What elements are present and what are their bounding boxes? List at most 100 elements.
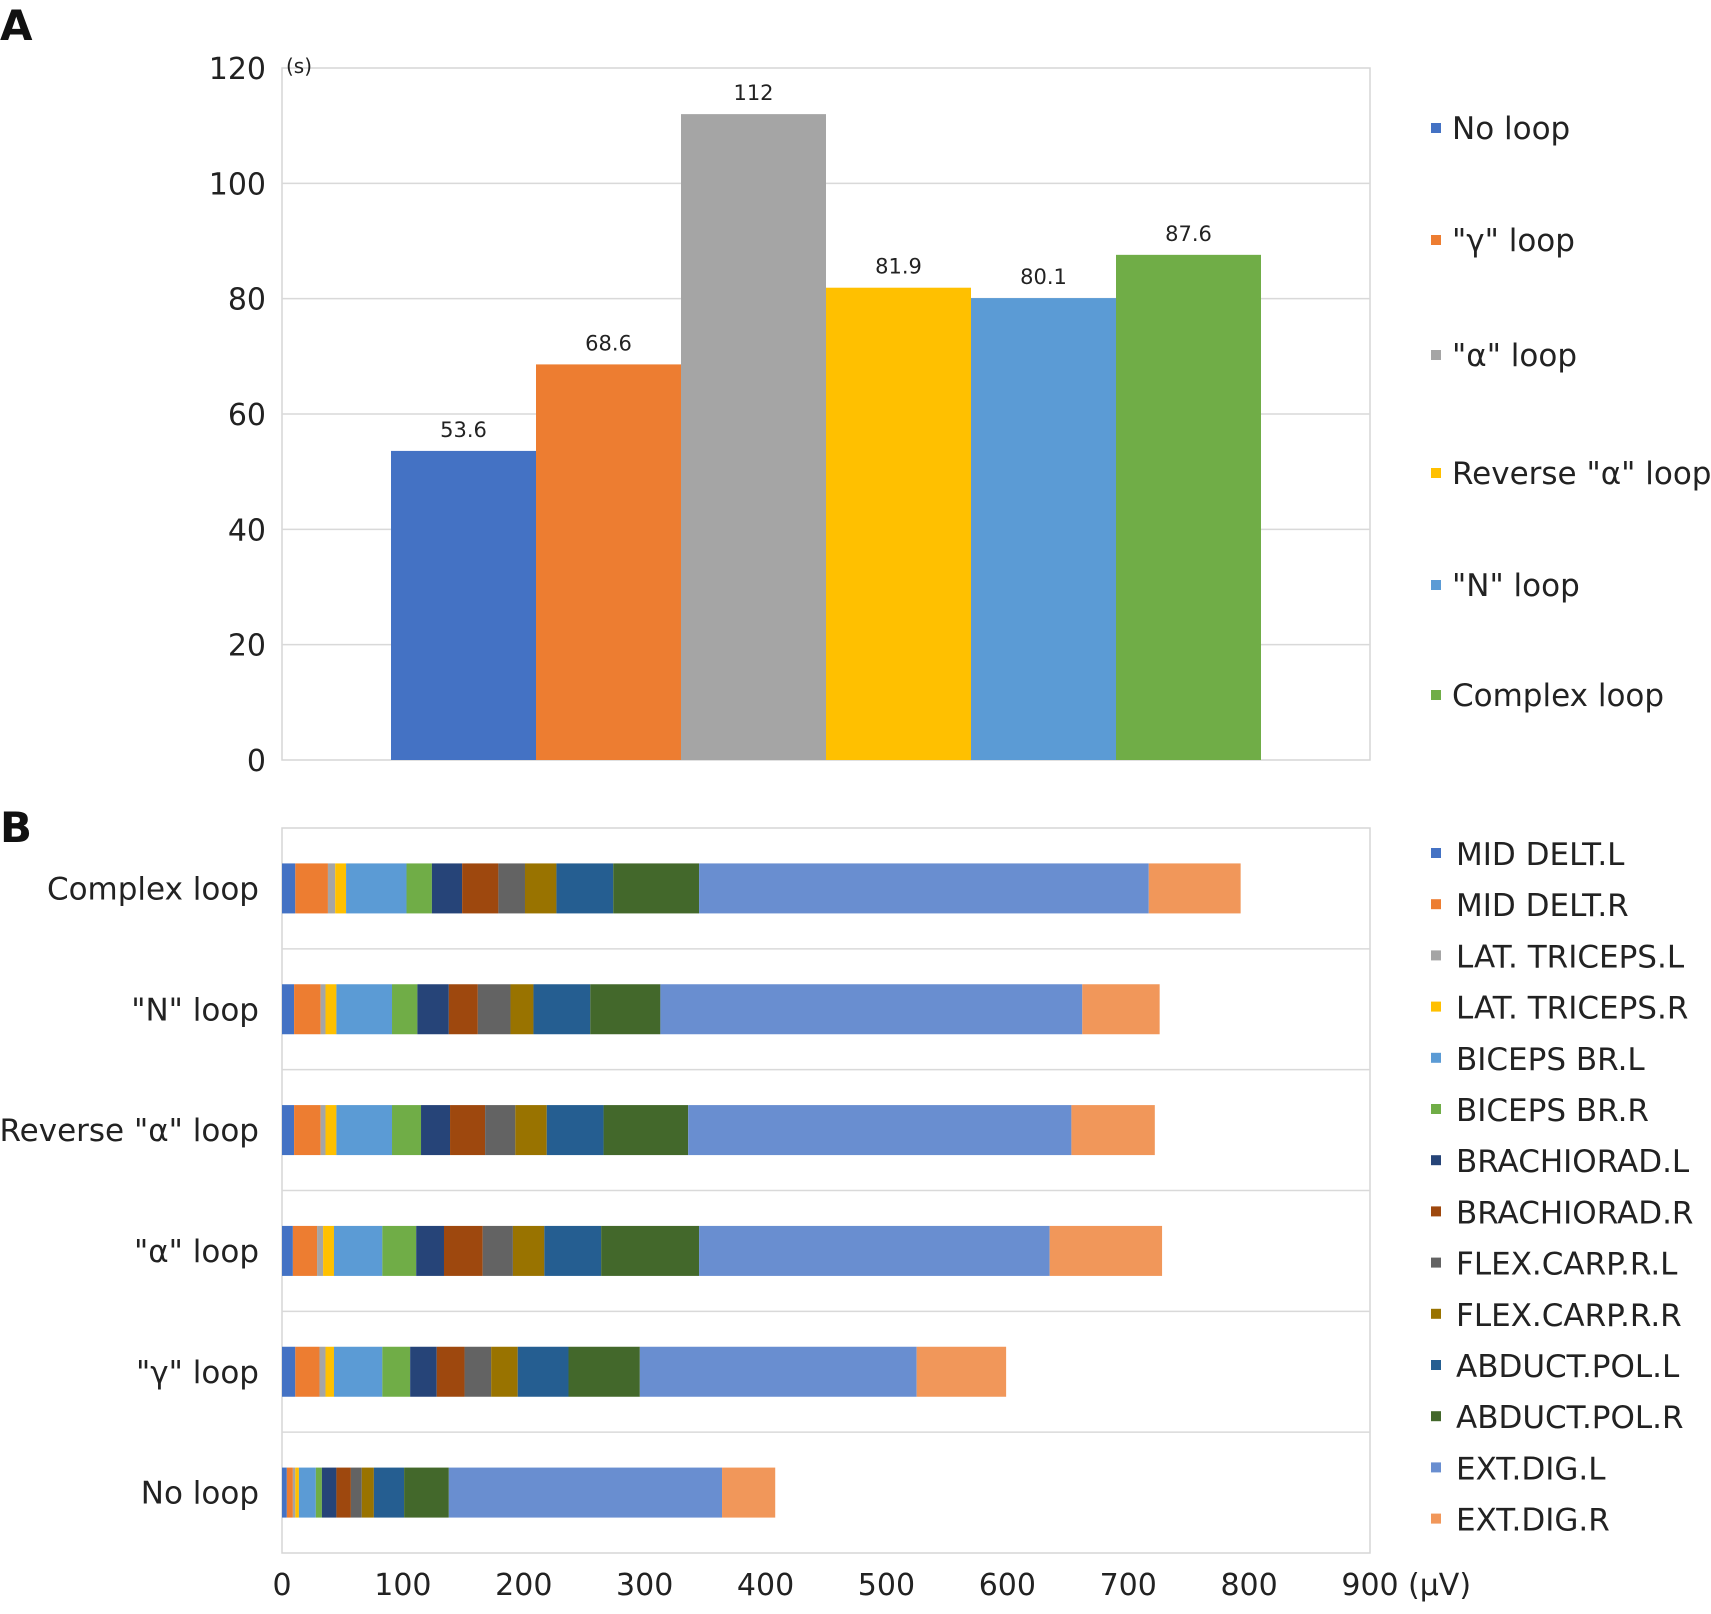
chart-b-legend-swatch xyxy=(1431,899,1441,910)
chart-b-bar-segment xyxy=(639,1346,917,1397)
chart-b-legend-label: BRACHIORAD.L xyxy=(1456,1144,1690,1180)
chart-b-bar-segment xyxy=(327,863,336,914)
chart-a-y-tick: 40 xyxy=(228,513,266,548)
chart-b-bar-segment xyxy=(294,984,321,1035)
chart-b-bar-segment xyxy=(325,984,337,1035)
chart-b-bar-segment xyxy=(416,1225,444,1276)
chart-b-bar-segment xyxy=(546,1105,604,1156)
chart-b-legend-label: EXT.DIG.R xyxy=(1456,1503,1610,1539)
chart-b-legend-label: LAT. TRICEPS.R xyxy=(1456,991,1688,1027)
chart-b-legend-swatch xyxy=(1431,848,1441,858)
chart-b-bar-segment xyxy=(477,984,511,1035)
chart-b-bar-segment xyxy=(325,1105,337,1156)
chart-b-x-tick: 0 xyxy=(272,1568,291,1603)
chart-b-bar-segment xyxy=(336,984,393,1035)
chart-b-legend-swatch xyxy=(1431,1257,1441,1268)
chart-b-legend-swatch xyxy=(1431,1513,1441,1524)
chart-a-legend-label: Complex loop xyxy=(1452,678,1664,714)
chart-a-data-label: 112 xyxy=(733,81,773,105)
chart-b-x-tick: 800 xyxy=(1220,1568,1277,1603)
chart-b-x-tick: 900 xyxy=(1341,1568,1398,1603)
chart-b-bar-segment xyxy=(295,1346,320,1397)
chart-b-bar-segment xyxy=(323,1225,334,1276)
chart-b-legend-label: BICEPS BR.L xyxy=(1456,1042,1645,1078)
chart-b-bar-segment xyxy=(336,1467,351,1518)
chart-b-legend-label: BICEPS BR.R xyxy=(1456,1093,1649,1129)
chart-b-bar-segment xyxy=(699,1225,1050,1276)
chart-b-bar-segment xyxy=(373,1467,405,1518)
chart-b-bar-segment xyxy=(515,1105,547,1156)
chart-b-bar-segment xyxy=(462,863,499,914)
chart-a-bar xyxy=(826,287,971,760)
chart-b-bar-segment xyxy=(688,1105,1072,1156)
chart-b-x-tick: 700 xyxy=(1100,1568,1157,1603)
chart-b-bar-segment xyxy=(282,1225,293,1276)
chart-a-data-label: 53.6 xyxy=(440,418,487,442)
chart-b-bar-segment xyxy=(590,984,661,1035)
chart-b-bar-segment xyxy=(333,1225,383,1276)
chart-b-bar-segment xyxy=(292,1225,318,1276)
chart-b-x-tick: 500 xyxy=(858,1568,915,1603)
chart-b-bar-segment xyxy=(382,1346,411,1397)
chart-b-bar-segment xyxy=(722,1467,776,1518)
chart-b-bar-segment xyxy=(325,1346,334,1397)
chart-b-legend-swatch xyxy=(1431,950,1441,961)
chart-b-bar-segment xyxy=(556,863,614,914)
chart-b-bar-segment xyxy=(282,1346,296,1397)
chart-a-y-tick: 80 xyxy=(228,283,266,318)
chart-a-legend-swatch xyxy=(1431,350,1441,360)
chart-b-bar-segment xyxy=(361,1467,374,1518)
chart-b-category-label: "γ" loop xyxy=(136,1355,259,1391)
chart-b-bar-segment xyxy=(298,1467,316,1518)
chart-a-legend-swatch xyxy=(1431,468,1441,478)
chart-b-bar-segment xyxy=(406,863,432,914)
chart-b-bar-segment xyxy=(464,1346,492,1397)
panel-b-letter: B xyxy=(0,803,32,852)
chart-b-bar-segment xyxy=(410,1346,437,1397)
chart-b-bar-segment xyxy=(286,1467,293,1518)
chart-a-legend-label: Reverse "α" loop xyxy=(1452,456,1711,492)
chart-b-bar-segment xyxy=(431,863,463,914)
chart-b-legend-swatch xyxy=(1431,1360,1441,1370)
chart-b-bar-segment xyxy=(315,1467,322,1518)
chart-b-bar-segment xyxy=(392,984,418,1035)
chart-b-legend-label: FLEX.CARP.R.R xyxy=(1456,1298,1682,1334)
chart-b-legend-swatch xyxy=(1431,1206,1441,1217)
chart-a-unit-label: (s) xyxy=(286,54,312,78)
chart-b-legend-swatch xyxy=(1431,1052,1441,1063)
chart-b-bar-segment xyxy=(443,1225,483,1276)
chart-a-y-tick: 20 xyxy=(228,629,266,664)
chart-b: 0 100 200 300 400 500 600 700 800 900 Complex loo… xyxy=(0,827,1693,1603)
chart-b-bar-segment xyxy=(512,1225,545,1276)
chart-b-bar-segment xyxy=(282,984,295,1035)
chart-b-bar-segment xyxy=(292,1467,296,1518)
chart-a-legend-swatch xyxy=(1431,123,1441,133)
chart-b-bar-segment xyxy=(282,1467,287,1518)
chart-b-bar-segment xyxy=(319,1346,326,1397)
chart-b-bar-segment xyxy=(335,863,347,914)
chart-b-bar-segment xyxy=(482,1225,513,1276)
chart-a-legend-label: "γ" loop xyxy=(1452,223,1575,259)
chart-b-bar-segment xyxy=(350,1467,362,1518)
panel-a-letter: A xyxy=(0,1,33,50)
chart-b-bar-segment xyxy=(1148,863,1241,914)
chart-b-category-label: Complex loop xyxy=(47,871,259,907)
chart-b-bar-segment xyxy=(517,1346,569,1397)
chart-b-category-label: "α" loop xyxy=(134,1234,259,1270)
chart-b-legend-label: BRACHIORAD.R xyxy=(1456,1195,1693,1231)
chart-b-bar-segment xyxy=(498,863,525,914)
chart-b-bar-segment xyxy=(916,1346,1007,1397)
chart-b-legend-swatch xyxy=(1431,1308,1441,1319)
chart-b-bar-segment xyxy=(336,1105,393,1156)
chart-b-bar-segment xyxy=(382,1225,417,1276)
chart-a-bar xyxy=(536,364,681,760)
chart-b-bar-segment xyxy=(317,1225,324,1276)
chart-b-legend-label: EXT.DIG.L xyxy=(1456,1451,1606,1487)
chart-b-bar-segment xyxy=(282,863,296,914)
chart-b-bar-segment xyxy=(320,1105,326,1156)
chart-a-legend-label: "N" loop xyxy=(1452,568,1580,604)
chart-b-legend-swatch xyxy=(1431,1462,1441,1473)
chart-b-bar-segment xyxy=(491,1346,518,1397)
